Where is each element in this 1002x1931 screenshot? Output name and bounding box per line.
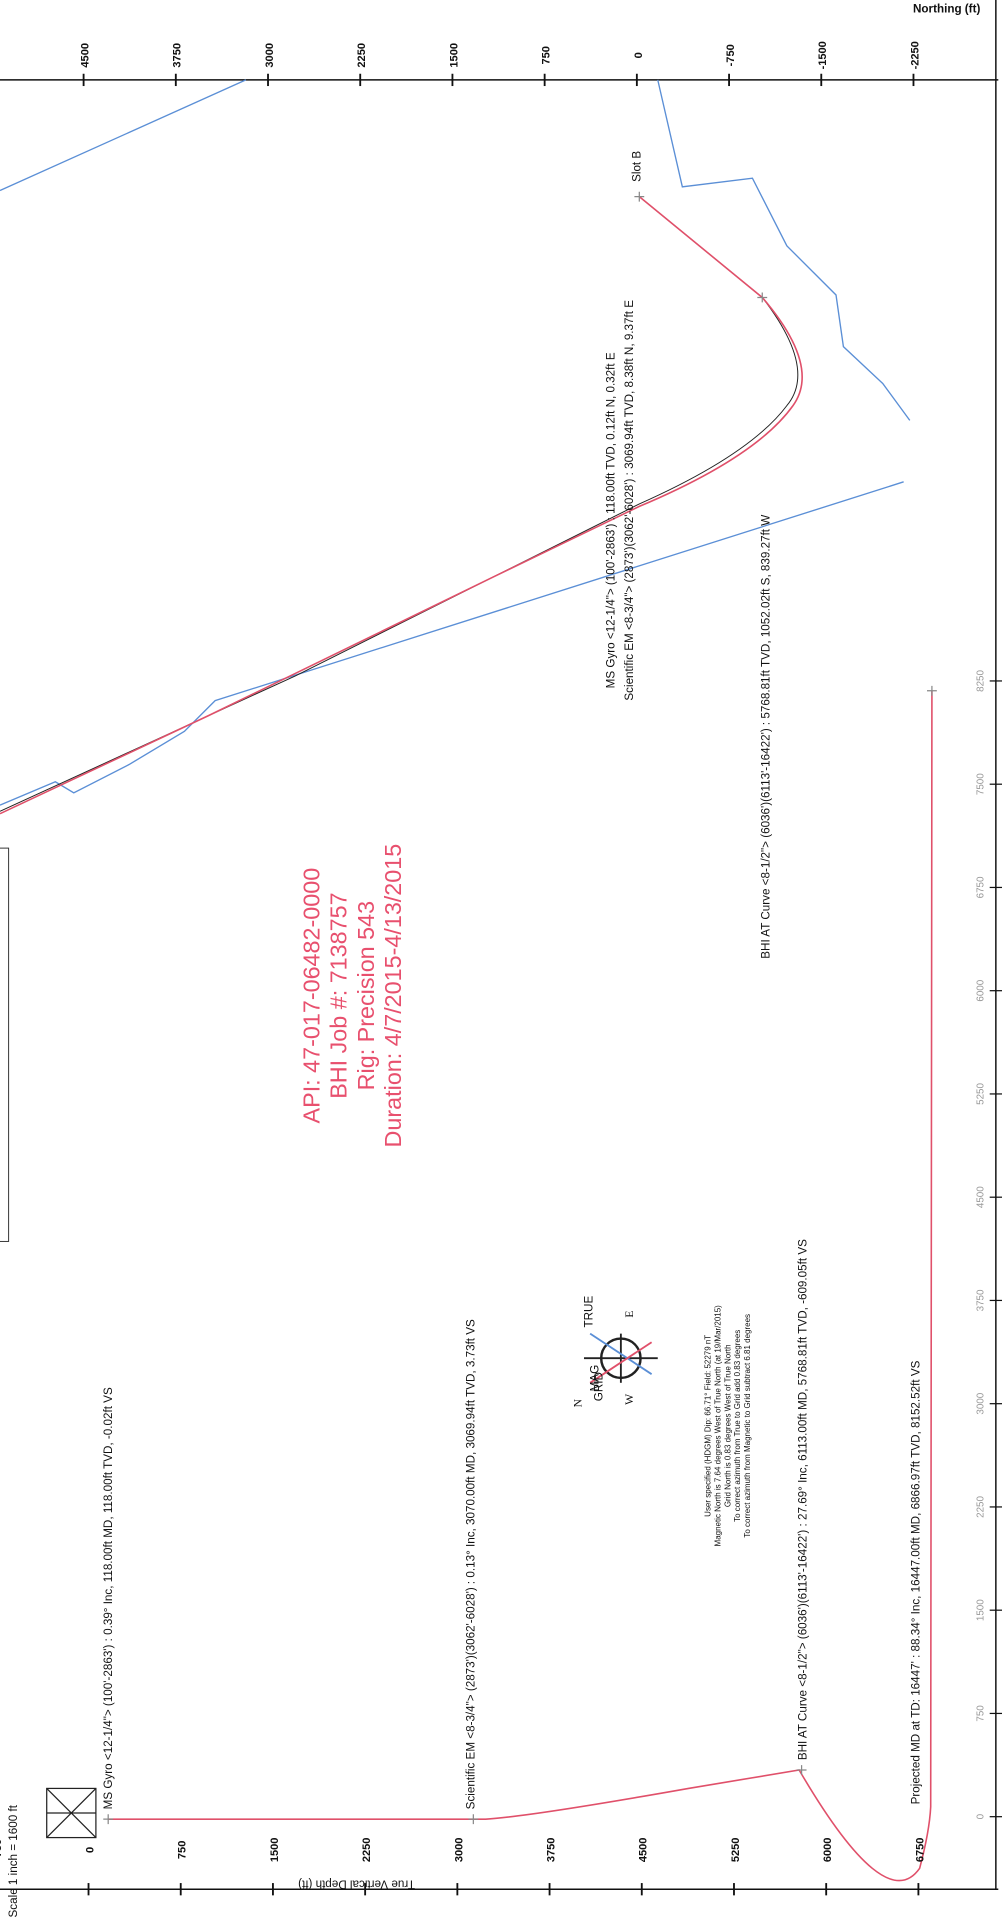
- tick-label: 2250: [361, 1838, 373, 1863]
- tick-label: 6750: [976, 876, 987, 898]
- compass-label: N: [572, 1398, 585, 1407]
- annotation: MS Gyro <12-1/4"> (100'-2863') : 0.39° I…: [102, 1387, 115, 1809]
- plan-line: [0, 196, 799, 812]
- tick-label: 0: [84, 1847, 96, 1853]
- marker: [103, 1814, 114, 1825]
- tick-label: 3000: [264, 43, 276, 68]
- offset-well: [0, 79, 247, 192]
- tick-label: 3750: [545, 1838, 557, 1863]
- tick-label: 750: [541, 46, 553, 64]
- compass-label: TRUE: [583, 1296, 596, 1328]
- annotation: Scientific EM <8-3/4"> (2873')(3062'-602…: [465, 1319, 478, 1809]
- annotation: MS Gyro <12-1/4"> (100'-2863') : 118.00f…: [605, 352, 618, 688]
- axis-title: Northing (ft): [913, 2, 980, 15]
- offset-well: [657, 79, 911, 421]
- axis-title: True Vertical Depth (ft): [298, 1878, 415, 1891]
- rig-icon: [46, 1787, 97, 1839]
- tick-label: -2250: [909, 41, 921, 69]
- compass-label: W: [623, 1394, 636, 1405]
- compass-label: MAG: [589, 1365, 602, 1392]
- scale-note: Scale 1 inch = 1600 ft: [7, 1804, 20, 1917]
- note-line: User specified (HDGM) Dip: 66.71° Field:…: [704, 1335, 713, 1517]
- tick-label: 4500: [976, 1186, 987, 1208]
- tick-label: 1500: [269, 1838, 281, 1863]
- tick-label: 4500: [638, 1838, 650, 1863]
- magnetic-notes: User specified (HDGM) Dip: 66.71° Field:…: [704, 1305, 752, 1547]
- note-line: To correct azimuth from True to Grid add…: [733, 1330, 742, 1522]
- marker: [757, 292, 768, 303]
- info-line: Duration: 4/7/2015-4/13/2015: [380, 844, 406, 1148]
- annotation: BHI AT Curve <8-1/2"> (6036')(6113'-1642…: [760, 515, 773, 959]
- tick-label: 1500: [448, 43, 460, 68]
- tick-label: 5250: [730, 1838, 742, 1863]
- tick-label: 3750: [976, 1289, 987, 1311]
- tick-label: 0: [633, 52, 645, 58]
- info-line: API: 47-017-06482-0000: [299, 868, 325, 1124]
- info-line: Rig: Precision 543: [353, 901, 379, 1090]
- annotation: BHI AT Curve <8-1/2"> (6036')(6113'-1642…: [797, 1239, 810, 1760]
- tick-label: 1500: [976, 1599, 987, 1621]
- tick-label: 6750: [914, 1838, 926, 1863]
- tick-label: 2250: [356, 43, 368, 68]
- marker: [634, 191, 645, 202]
- tick-label: 750: [976, 1705, 987, 1722]
- tick-label: 3750: [172, 43, 184, 68]
- marker: [927, 685, 937, 696]
- tick-label: 750: [177, 1841, 189, 1859]
- info-line: BHI Job #: 7138757: [326, 892, 352, 1098]
- compass-label: GRID: [592, 1372, 605, 1401]
- tick-label: -750: [0, 1839, 4, 1861]
- tick-label: 4500: [80, 43, 92, 68]
- tick-label: 2250: [976, 1495, 987, 1517]
- tick-label: 5250: [976, 1082, 987, 1104]
- actual-path: [0, 196, 803, 815]
- tick-label: 3000: [976, 1392, 987, 1414]
- marker: [468, 1814, 479, 1825]
- tick-label: 6000: [822, 1838, 834, 1863]
- note-line: Magnetic North is 7.64 degrees West of T…: [713, 1305, 722, 1547]
- offset-well: [0, 481, 904, 806]
- note-line: To correct azimuth from Magnetic to Grid…: [743, 1314, 752, 1538]
- section-path: [108, 690, 933, 1882]
- compass: N GRID W E TRUE MAG: [572, 1296, 658, 1407]
- compass-label: E: [623, 1311, 636, 1318]
- marker: [796, 1765, 807, 1775]
- annotation: Projected MD at TD: 16447' : 88.34° Inc,…: [910, 1360, 923, 1804]
- tick-label: -750: [725, 44, 737, 66]
- note-line: Grid North is 0.83 degrees West of True …: [723, 1344, 732, 1507]
- well-info: API: 47-017-06482-0000 BHI Job #: 7138757…: [299, 844, 406, 1148]
- tick-label: -1500: [817, 41, 829, 69]
- tick-label: 7500: [976, 773, 987, 795]
- tick-label: 0: [976, 1813, 987, 1819]
- annotation: Slot B: [631, 151, 644, 182]
- legend-box: [0, 847, 10, 1242]
- tick-label: 8250: [976, 669, 987, 691]
- generated: 4500 3750 3000 2250 1500 750 0 -750 -1500 -2250-7…: [0, 41, 1002, 1896]
- tick-label: 6000: [976, 979, 987, 1001]
- tick-label: 3000: [453, 1838, 465, 1863]
- annotation: Scientific EM <8-3/4"> (2873')(3062'-602…: [623, 300, 636, 701]
